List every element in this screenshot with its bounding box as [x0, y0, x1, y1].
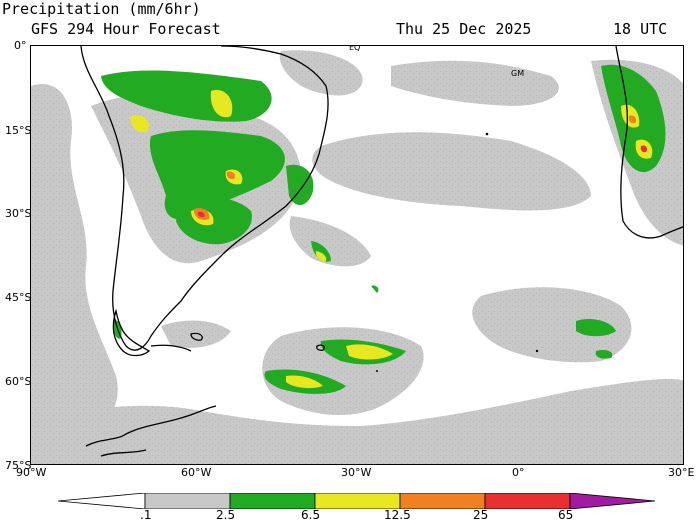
- legend-tick-0: .1: [140, 508, 152, 522]
- lon-label-30e: 30°E: [668, 466, 695, 479]
- light-precip-areas: [31, 50, 683, 464]
- equator-label: EQ: [349, 45, 361, 52]
- lon-label-60w: 60°W: [181, 466, 212, 479]
- precip-color-scale: [58, 493, 656, 509]
- legend-tick-5: 65: [558, 508, 574, 522]
- precipitation-map: EQ GM: [30, 45, 684, 465]
- forecast-time: 18 UTC: [613, 20, 668, 38]
- legend-bin-1: [229, 493, 316, 509]
- coastlines: [80, 46, 683, 457]
- forecast-subtitle: GFS 294 Hour Forecast: [31, 20, 221, 38]
- lon-label-0: 0°: [512, 466, 525, 479]
- legend-tick-3: 12.5: [384, 508, 411, 522]
- legend-bin-2: [314, 493, 401, 509]
- forecast-date: Thu 25 Dec 2025: [396, 20, 532, 38]
- lat-label-75s: 75°S: [5, 459, 32, 472]
- lat-label-15s: 15°S: [5, 124, 32, 137]
- legend-bin-4: [484, 493, 571, 509]
- lon-label-90w: 90°W: [16, 466, 47, 479]
- islands: [376, 132, 539, 372]
- lat-label-30s: 30°S: [5, 207, 32, 220]
- lat-label-60s: 60°S: [5, 375, 32, 388]
- greenwich-meridian-label: GM: [511, 69, 525, 78]
- legend-tick-4: 25: [473, 508, 489, 522]
- legend-below-min-triangle: [58, 493, 146, 509]
- legend-bin-3: [399, 493, 486, 509]
- moderate-precip-areas: [101, 64, 666, 394]
- legend-above-max-triangle: [569, 493, 656, 509]
- legend-bin-0: [144, 493, 231, 509]
- intense-precip-areas: [193, 115, 648, 220]
- lat-label-0: 0°: [14, 39, 27, 52]
- lat-label-45s: 45°S: [5, 291, 32, 304]
- lon-label-30w: 30°W: [341, 466, 372, 479]
- map-canvas: [31, 46, 683, 464]
- legend-tick-1: 2.5: [216, 508, 236, 522]
- map-title: Precipitation (mm/6hr): [2, 0, 201, 18]
- legend-tick-2: 6.5: [301, 508, 321, 522]
